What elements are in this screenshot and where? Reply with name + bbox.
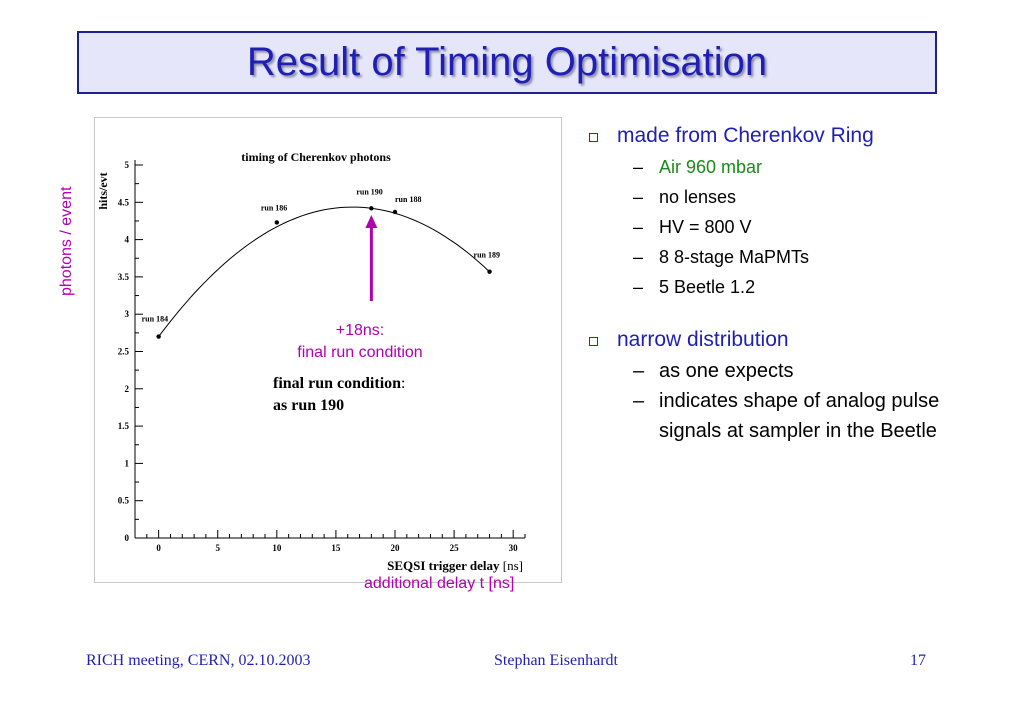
- sub-bullet: – Air 960 mbar: [585, 152, 1005, 182]
- data-point-label: run 189: [474, 251, 500, 260]
- sub-bullet-text: 8 8-stage MaPMTs: [659, 247, 810, 267]
- y-tick-label: 2: [125, 384, 130, 394]
- y-tick-label: 3.5: [118, 272, 130, 282]
- fit-curve: [158, 206, 490, 337]
- data-point: [392, 209, 398, 215]
- dash-icon: –: [633, 277, 644, 297]
- dash-icon: –: [633, 390, 645, 412]
- final-run-note: final run condition: as run 190: [273, 373, 405, 417]
- dash-icon: –: [633, 217, 644, 237]
- sub-bullet: –5 Beetle 1.2: [585, 272, 1005, 302]
- x-axis-label: SEQSI trigger delay [ns]: [387, 558, 523, 573]
- x-tick-label: 10: [272, 543, 282, 553]
- sub-bullet: – HV = 800 V: [585, 212, 1005, 242]
- arrow-annotation: +18ns: final run condition: [272, 320, 448, 364]
- final-run-line1: final run condition: [273, 375, 402, 392]
- timing-chart: 0 0.5 1 1.5 2 2.5 3 3.5 4 4.5 5 0 5 10 15 20 25 30 timing …: [96, 150, 526, 573]
- final-run-line2: as run 190: [273, 397, 345, 414]
- y-tick-label: 2.5: [118, 347, 130, 357]
- sub-bullet-text: as one expects: [659, 360, 794, 382]
- arrow-annotation-line1: +18ns:: [335, 322, 385, 339]
- title-box: Result of Timing Optimisation: [77, 31, 937, 94]
- sub-bullet-text: no lenses: [659, 187, 737, 207]
- y-tick-label: 1: [125, 458, 130, 468]
- chart-title: timing of Cherenkov photons: [241, 150, 391, 164]
- dash-icon: –: [633, 157, 644, 177]
- bullet-text: narrow distribution: [617, 328, 789, 351]
- arrow-head-icon: [365, 215, 378, 228]
- footer-page-number: 17: [910, 652, 926, 669]
- sub-bullet: – no lenses: [585, 182, 1005, 212]
- footer-center: Stephan Eisenhardt: [494, 652, 618, 669]
- y-tick-label: 0: [125, 533, 130, 543]
- sub-bullet-text: Air 960 mbar: [659, 157, 763, 177]
- data-point: [156, 334, 161, 339]
- y-tick-label: 1.5: [118, 421, 130, 431]
- bullet-box-icon: [589, 133, 598, 142]
- dash-icon: –: [633, 247, 644, 267]
- data-point: [369, 206, 374, 211]
- final-run-colon: :: [401, 375, 406, 392]
- x-tick-label: 25: [450, 543, 460, 553]
- plot-frame: 0 0.5 1 1.5 2 2.5 3 3.5 4 4.5 5 0 5 10 15 20 25 30 timing …: [94, 117, 562, 583]
- data-point: [487, 269, 492, 274]
- bullet-list: made from Cherenkov Ring – Air 960 mbar –…: [585, 124, 1005, 446]
- x-tick-label: 20: [391, 543, 401, 553]
- slide-title: Result of Timing Optimisation: [246, 40, 768, 84]
- y-axis-label: hits/evt: [96, 172, 110, 209]
- bullet-text: made from Cherenkov Ring: [617, 124, 874, 147]
- bullet-cherenkov: made from Cherenkov Ring: [585, 124, 1005, 148]
- x-tick-label: 30: [509, 543, 519, 553]
- x-tick-label: 5: [215, 543, 220, 553]
- x-tick-label: 15: [331, 543, 341, 553]
- sub-bullet-text: indicates shape of analog pulse signals …: [659, 390, 940, 442]
- y-tick-label: 5: [125, 160, 130, 170]
- x-tick-label: 0: [156, 543, 161, 553]
- data-point-label: run 190: [356, 187, 382, 196]
- dash-icon: –: [633, 187, 644, 207]
- arrow-annotation-line2: final run condition: [297, 344, 423, 361]
- bullet-box-icon: [589, 337, 598, 346]
- y-tick-label: 3: [125, 309, 130, 319]
- sub-bullet: – indicates shape of analog pulse signals…: [585, 386, 959, 446]
- y-tick-label: 0.5: [118, 496, 130, 506]
- y-tick-label: 4.5: [118, 197, 130, 207]
- data-point-label: run 188: [395, 195, 421, 204]
- y-axis-annotation: photons / event: [58, 186, 75, 296]
- dash-icon: –: [633, 360, 645, 382]
- footer-left: RICH meeting, CERN, 02.10.2003: [86, 652, 311, 669]
- sub-bullet: –8 8-stage MaPMTs: [585, 242, 1005, 272]
- bullet-narrow: narrow distribution: [585, 328, 1005, 352]
- data-point: [274, 220, 280, 225]
- sub-bullet-text: HV = 800 V: [659, 217, 752, 237]
- sub-bullet: – as one expects: [585, 356, 1005, 386]
- y-tick-label: 4: [125, 235, 130, 245]
- data-point-label: run 184: [142, 315, 168, 324]
- data-point-label: run 186: [261, 203, 287, 212]
- x-axis-annotation: additional delay t [ns]: [364, 575, 515, 592]
- sub-bullet-text: 5 Beetle 1.2: [659, 277, 756, 297]
